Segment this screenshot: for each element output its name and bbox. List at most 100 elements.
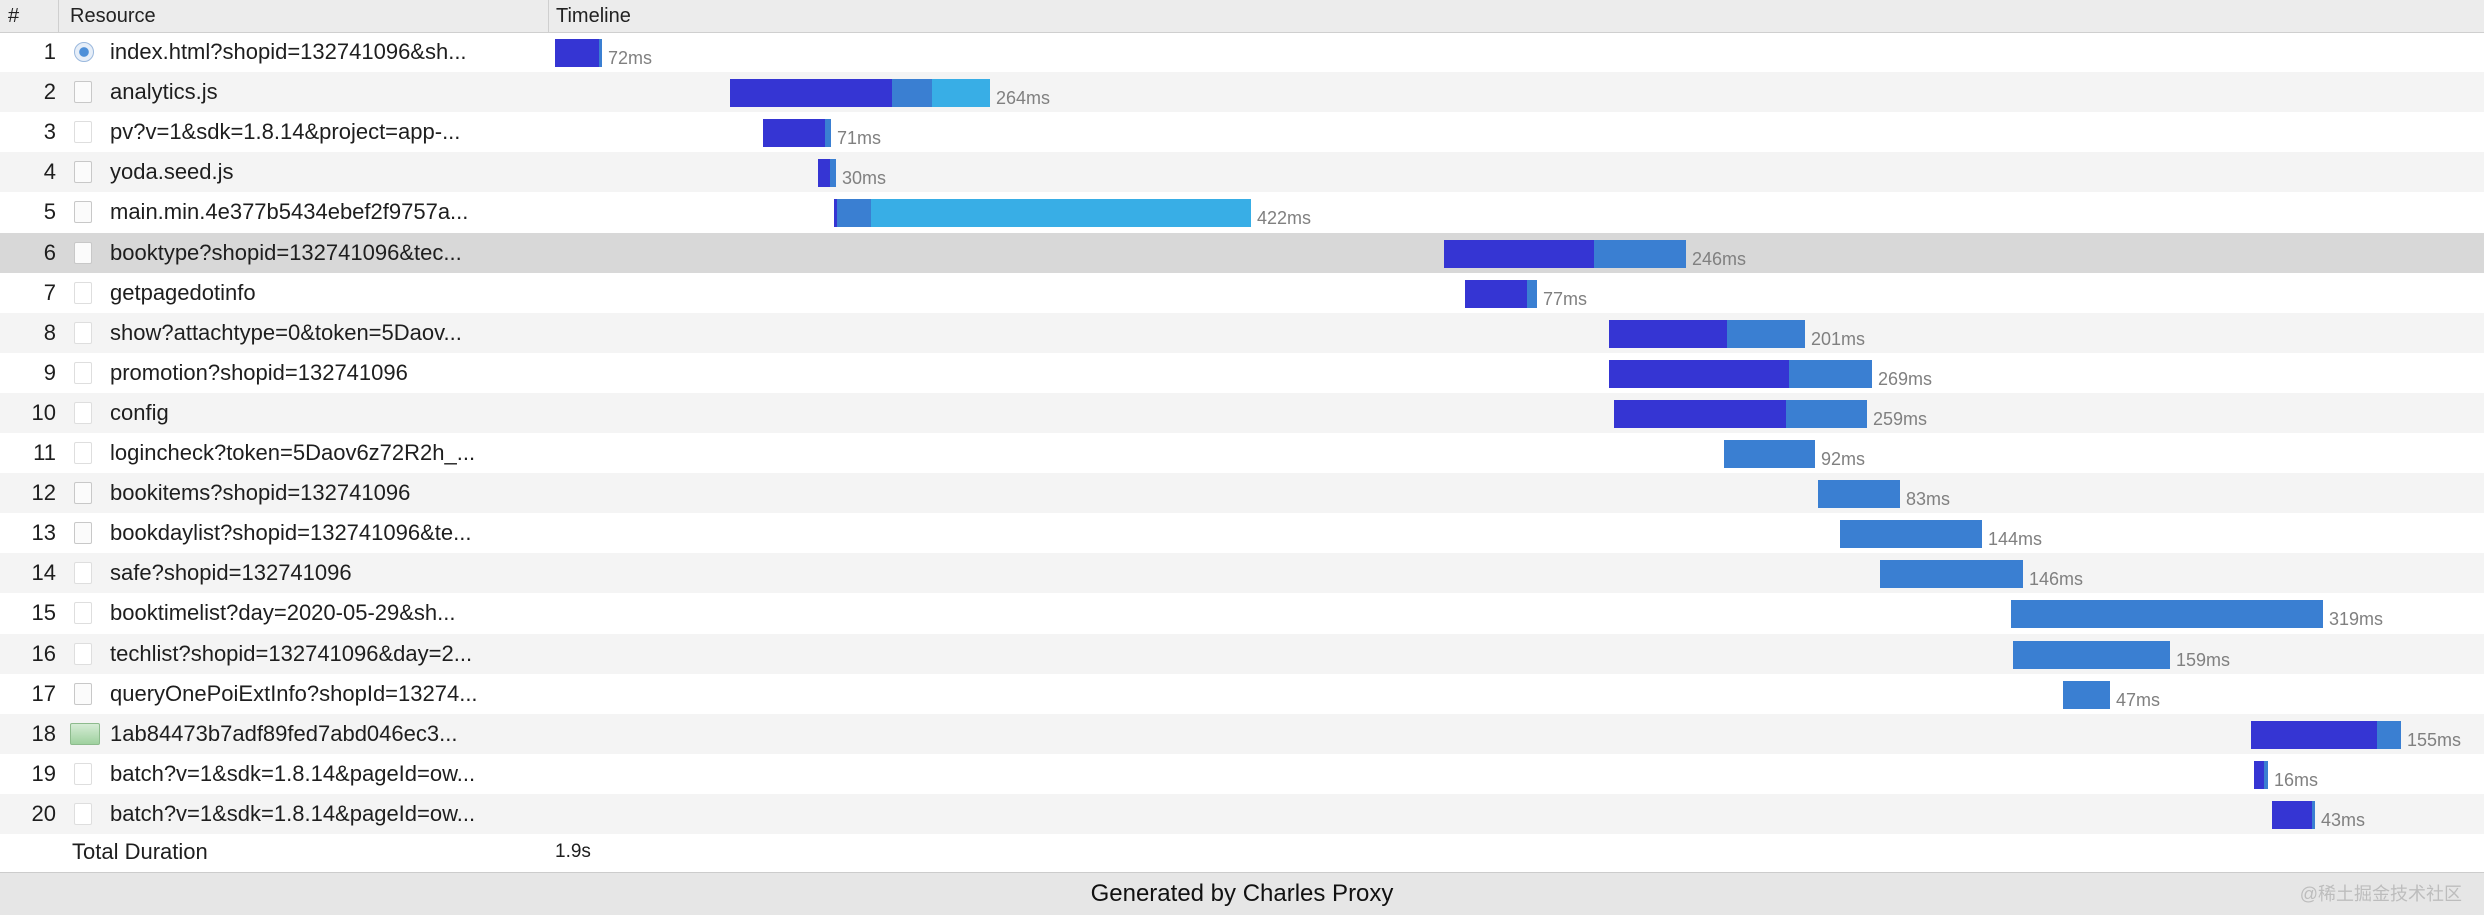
row-number: 5	[43, 199, 56, 225]
timeline-bar-receive	[1789, 359, 1872, 388]
table-row[interactable]: 19 batch?v=1&sdk=1.8.14&pageId=ow... 16ms	[0, 754, 2484, 794]
blank-file-icon	[74, 602, 92, 625]
column-divider[interactable]	[548, 0, 549, 32]
timeline-bar-receive	[2312, 800, 2315, 829]
table-row[interactable]: 9 promotion?shopid=132741096 269ms	[0, 353, 2484, 393]
blank-file-icon	[74, 802, 92, 825]
blank-file-icon	[74, 361, 92, 384]
table-row[interactable]: 7 getpagedotinfo 77ms	[0, 273, 2484, 313]
timeline-bar-receive	[1818, 480, 1900, 509]
table-row[interactable]: 12 bookitems?shopid=132741096 83ms	[0, 473, 2484, 514]
resource-name: techlist?shopid=132741096&day=2...	[110, 640, 473, 666]
table-row[interactable]: 5 main.min.4e377b5434ebef2f9757a... 422ms	[0, 192, 2484, 232]
timeline-bar-wait	[555, 39, 599, 67]
table-row[interactable]: 20 batch?v=1&sdk=1.8.14&pageId=ow... 43ms	[0, 793, 2484, 834]
row-number: 13	[31, 520, 56, 546]
timeline-bar-receive	[2377, 720, 2401, 749]
timeline-bar-transfer	[871, 199, 1251, 228]
resource-name: index.html?shopid=132741096&sh...	[110, 39, 467, 64]
total-duration-label: Total Duration	[72, 839, 208, 864]
table-row[interactable]: 4 yoda.seed.js 30ms	[0, 152, 2484, 193]
row-number: 3	[43, 119, 56, 145]
table-row[interactable]: 15 booktimelist?day=2020-05-29&sh... 319ms	[0, 593, 2484, 633]
timeline-bar-receive	[892, 79, 932, 108]
document-file-icon	[74, 241, 92, 264]
timeline-bar-wait	[1609, 319, 1727, 348]
resource-name: main.min.4e377b5434ebef2f9757a...	[110, 199, 469, 225]
duration-label: 77ms	[1543, 288, 1588, 309]
duration-label: 159ms	[2176, 649, 2231, 670]
resource-name: config	[110, 399, 169, 425]
json-file-icon	[74, 482, 92, 505]
timeline-bar-receive	[825, 119, 831, 148]
duration-label: 30ms	[842, 168, 887, 189]
row-number: 1	[43, 39, 56, 64]
resource-name: batch?v=1&sdk=1.8.14&pageId=ow...	[110, 800, 476, 826]
timeline-bar-receive	[1786, 399, 1867, 428]
table-row[interactable]: 13 bookdaylist?shopid=132741096&te... 144m…	[0, 513, 2484, 553]
timeline-bar-receive	[1727, 319, 1805, 348]
row-number: 2	[43, 79, 56, 105]
row-number: 9	[43, 359, 56, 385]
table-header: # Resource Timeline	[0, 0, 2484, 33]
table-row[interactable]: 18 1ab84473b7adf89fed7abd046ec3... 155ms	[0, 713, 2484, 754]
duration-label: 71ms	[837, 128, 882, 149]
timeline-bar-receive	[1527, 279, 1537, 308]
duration-label: 43ms	[2321, 809, 2366, 830]
table-row[interactable]: 1 index.html?shopid=132741096&sh... 72ms	[0, 32, 2484, 72]
duration-label: 264ms	[996, 88, 1051, 109]
timeline-bar-wait	[2272, 800, 2312, 829]
blank-file-icon	[74, 642, 92, 665]
duration-label: 201ms	[1811, 328, 1866, 349]
table-row[interactable]: 11 logincheck?token=5Daov6z72R2h_... 92ms	[0, 433, 2484, 473]
table-row[interactable]: 14 safe?shopid=132741096 146ms	[0, 553, 2484, 594]
blank-file-icon	[74, 762, 92, 785]
row-number: 14	[31, 560, 56, 586]
resource-name: bookitems?shopid=132741096	[110, 480, 411, 506]
table-row[interactable]: 3 pv?v=1&sdk=1.8.14&project=app-... 71ms	[0, 112, 2484, 152]
column-header-resource[interactable]: Resource	[70, 5, 156, 27]
timeline-bar-wait	[2254, 760, 2264, 789]
timeline-bar-wait	[834, 199, 837, 228]
table-row[interactable]: 6 booktype?shopid=132741096&tec... 246ms	[0, 232, 2484, 273]
duration-label: 422ms	[1257, 208, 1312, 229]
timeline-bar-wait	[730, 79, 892, 108]
duration-label: 72ms	[608, 48, 653, 68]
duration-label: 319ms	[2329, 609, 2384, 630]
timeline-bar-receive	[2264, 760, 2268, 789]
duration-label: 83ms	[1906, 489, 1951, 510]
timeline-bar-wait	[1444, 239, 1594, 268]
row-number: 6	[43, 239, 56, 265]
footer-banner: Generated by Charles Proxy	[0, 872, 2484, 915]
row-number: 16	[31, 640, 56, 666]
table-row[interactable]: 16 techlist?shopid=132741096&day=2... 159m…	[0, 633, 2484, 674]
blank-file-icon	[74, 442, 92, 464]
row-number: 4	[43, 159, 56, 185]
timeline-bar-receive	[599, 39, 602, 67]
column-header-timeline[interactable]: Timeline	[556, 5, 631, 27]
resource-name: batch?v=1&sdk=1.8.14&pageId=ow...	[110, 760, 476, 786]
resource-name: getpagedotinfo	[110, 279, 256, 305]
column-header-number[interactable]: #	[8, 5, 20, 27]
timeline-bar-receive	[1594, 239, 1686, 268]
table-row[interactable]: 17 queryOnePoiExtInfo?shopId=13274... 47ms	[0, 674, 2484, 714]
resource-name: 1ab84473b7adf89fed7abd046ec3...	[110, 720, 458, 746]
resource-name: analytics.js	[110, 79, 218, 105]
table-row[interactable]: 10 config 259ms	[0, 392, 2484, 433]
row-number: 18	[31, 720, 56, 746]
row-number: 19	[31, 760, 56, 786]
resource-name: booktimelist?day=2020-05-29&sh...	[110, 600, 456, 626]
row-number: 10	[31, 399, 56, 425]
table-row[interactable]: 2 analytics.js 264ms	[0, 72, 2484, 113]
blank-file-icon	[74, 562, 92, 585]
row-number: 17	[31, 680, 56, 706]
table-row[interactable]: 8 show?attachtype=0&token=5Daov... 201ms	[0, 312, 2484, 353]
resource-name: safe?shopid=132741096	[110, 560, 352, 586]
timeline-bar-receive	[2013, 640, 2170, 669]
column-divider[interactable]	[58, 0, 59, 32]
blank-file-icon	[74, 401, 92, 424]
timeline-bar-wait	[1609, 359, 1789, 388]
timeline-bar-transfer	[932, 79, 990, 108]
resource-name: promotion?shopid=132741096	[110, 359, 408, 385]
row-number: 20	[31, 800, 56, 826]
